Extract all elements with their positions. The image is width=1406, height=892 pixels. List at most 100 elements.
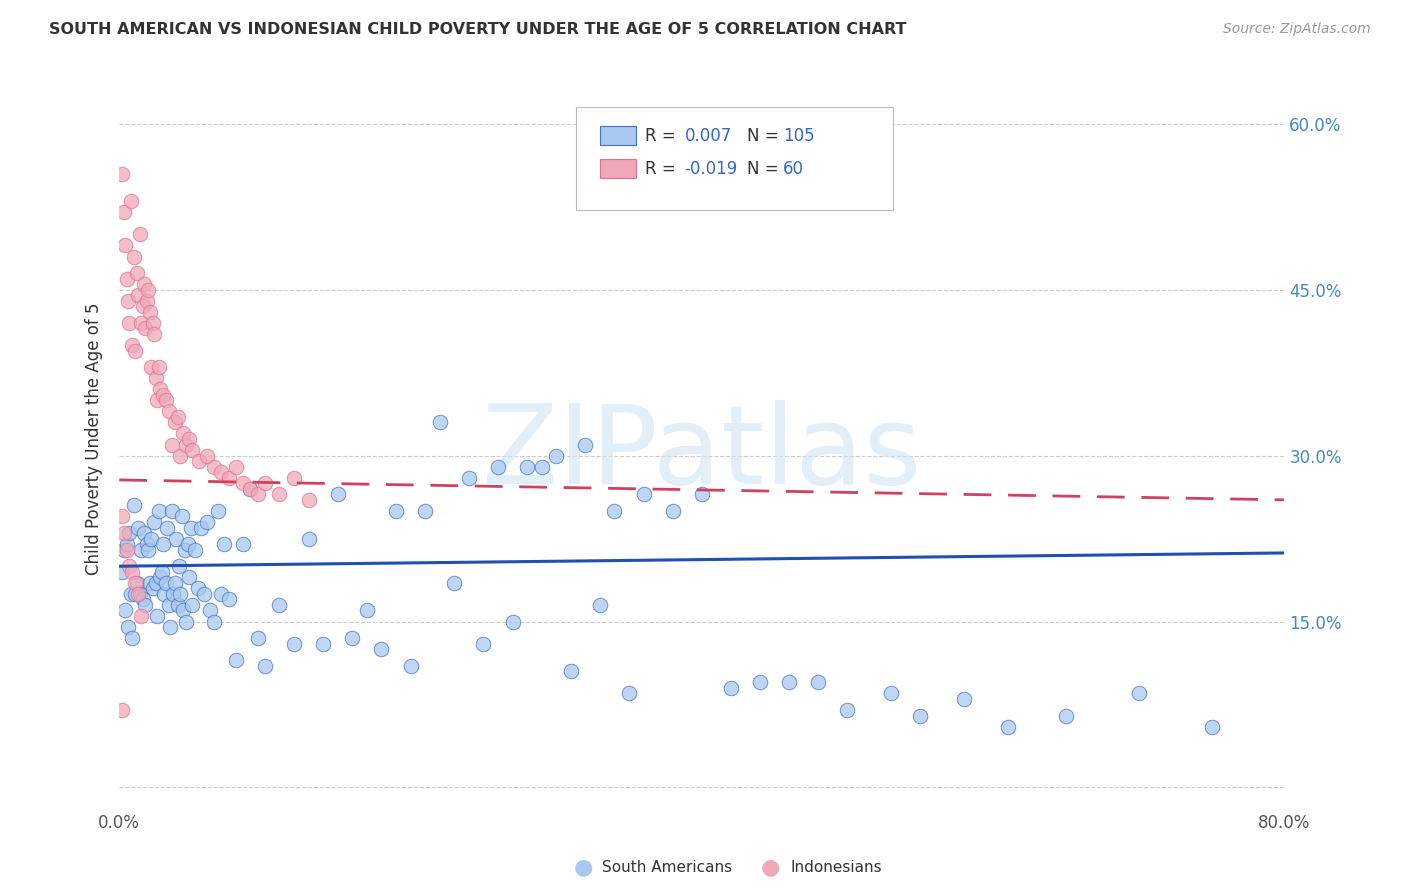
Point	[142, 316, 165, 330]
Point	[128, 587, 150, 601]
Point	[156, 520, 179, 534]
Point	[193, 587, 215, 601]
Point	[225, 459, 247, 474]
Point	[443, 575, 465, 590]
Point	[132, 277, 155, 292]
Text: N =: N =	[747, 127, 783, 145]
Point	[143, 326, 166, 341]
Point	[118, 559, 141, 574]
Point	[111, 167, 134, 181]
Point	[115, 271, 138, 285]
Point	[312, 637, 335, 651]
Point	[232, 537, 254, 551]
Point	[166, 598, 188, 612]
Text: Indonesians: Indonesians	[790, 860, 882, 874]
Point	[209, 465, 232, 479]
Point	[232, 476, 254, 491]
Point	[225, 653, 247, 667]
Point	[502, 615, 524, 629]
Text: ZIPatlas: ZIPatlas	[482, 401, 921, 508]
Point	[172, 603, 194, 617]
Point	[167, 559, 190, 574]
Point	[125, 575, 148, 590]
Point	[283, 471, 305, 485]
Point	[145, 575, 167, 590]
Point	[179, 570, 201, 584]
Point	[370, 642, 392, 657]
Point	[181, 443, 204, 458]
Point	[174, 615, 197, 629]
Point	[163, 575, 186, 590]
Point	[162, 587, 184, 601]
Point	[190, 520, 212, 534]
Point	[246, 487, 269, 501]
Point	[253, 658, 276, 673]
Point	[188, 454, 211, 468]
Point	[283, 637, 305, 651]
Point	[125, 266, 148, 280]
Point	[136, 293, 159, 308]
Point	[486, 459, 509, 474]
Point	[121, 631, 143, 645]
Point	[385, 504, 408, 518]
Point	[131, 592, 153, 607]
Point	[342, 631, 364, 645]
Point	[122, 499, 145, 513]
Point	[326, 487, 349, 501]
Point	[778, 675, 800, 690]
Point	[1128, 686, 1150, 700]
Point	[457, 471, 479, 485]
Point	[297, 492, 319, 507]
Point	[111, 509, 134, 524]
Point	[149, 382, 172, 396]
Text: South Americans: South Americans	[602, 860, 733, 874]
Point	[148, 360, 170, 375]
Point	[124, 587, 146, 601]
Point	[136, 537, 159, 551]
Point	[134, 321, 156, 335]
Point	[807, 675, 830, 690]
Point	[120, 194, 142, 209]
Point	[138, 542, 160, 557]
Point	[146, 609, 169, 624]
Point	[143, 515, 166, 529]
Point	[269, 487, 291, 501]
Point	[246, 631, 269, 645]
Point	[111, 565, 134, 579]
Point	[139, 305, 162, 319]
Point	[603, 504, 626, 518]
Point	[174, 437, 197, 451]
Point	[148, 504, 170, 518]
Point	[195, 449, 218, 463]
Point	[129, 316, 152, 330]
Point	[218, 592, 240, 607]
Point	[127, 587, 149, 601]
Point	[172, 426, 194, 441]
Point	[429, 416, 451, 430]
Point	[207, 504, 229, 518]
Point	[153, 587, 176, 601]
Point	[1201, 720, 1223, 734]
Point	[152, 537, 174, 551]
Point	[589, 598, 612, 612]
Text: R =: R =	[645, 160, 682, 178]
Point	[239, 482, 262, 496]
Point	[117, 293, 139, 308]
Point	[121, 565, 143, 579]
Point	[142, 582, 165, 596]
Point	[169, 449, 191, 463]
Point	[413, 504, 436, 518]
Point	[720, 681, 742, 695]
Point	[134, 598, 156, 612]
Point	[122, 250, 145, 264]
Point	[218, 471, 240, 485]
Point	[399, 658, 422, 673]
Point	[356, 603, 378, 617]
Point	[160, 504, 183, 518]
Point	[131, 299, 153, 313]
Point	[124, 575, 146, 590]
Text: 105: 105	[783, 127, 814, 145]
Point	[157, 404, 180, 418]
Point	[129, 609, 152, 624]
Point	[180, 520, 202, 534]
